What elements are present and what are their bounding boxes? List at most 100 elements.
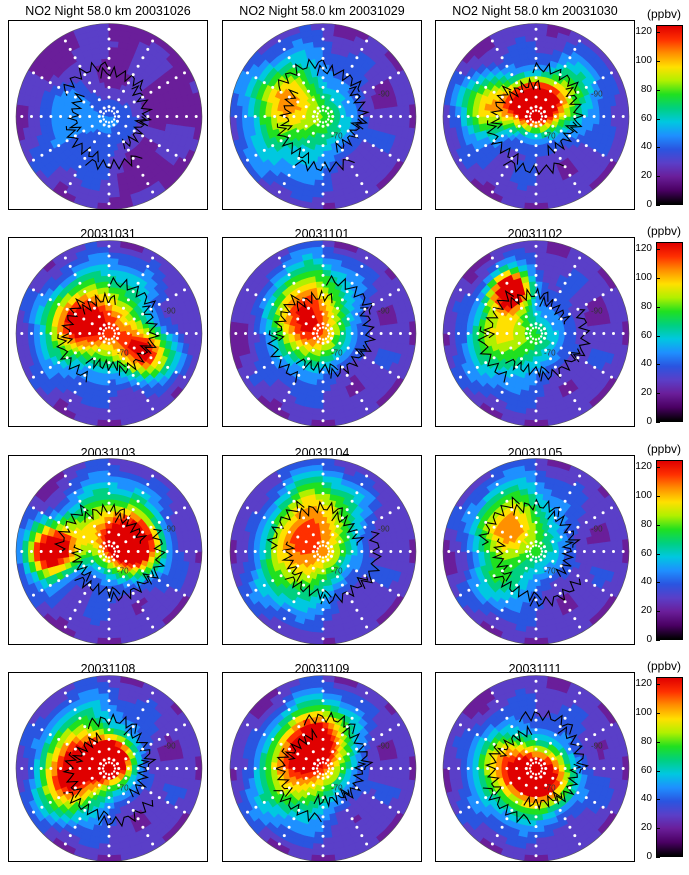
field-cell	[252, 107, 260, 117]
meridian-dot	[279, 356, 283, 360]
field-cell	[397, 116, 405, 128]
meridian-dot	[534, 192, 538, 196]
pole-dot	[107, 322, 111, 325]
polar-map-svg	[15, 23, 203, 209]
field-cell	[96, 23, 110, 31]
meridian-dot	[32, 158, 35, 162]
contour-label: -70	[331, 132, 343, 141]
meridian-dot	[321, 312, 325, 316]
meridian-dot	[365, 407, 369, 411]
meridian-dot	[321, 380, 325, 384]
meridian-markers	[447, 27, 625, 206]
meridian-dot	[271, 144, 275, 148]
field-cell	[183, 322, 191, 334]
field-cell	[33, 323, 41, 334]
meridian-dot	[149, 307, 153, 311]
meridian-dot	[408, 332, 412, 335]
meridian-dot	[194, 332, 198, 335]
pole-dot	[330, 120, 333, 123]
meridian-dot	[107, 47, 111, 51]
field-cell	[99, 179, 110, 187]
meridian-dot	[517, 105, 521, 109]
meridian-dot	[254, 153, 258, 157]
meridian-dot	[78, 64, 82, 68]
meridian-dot	[544, 98, 548, 102]
meridian-dot	[287, 95, 291, 99]
contour-label: -90	[591, 90, 603, 99]
meridian-dot	[107, 302, 111, 306]
meridian-dot	[59, 115, 63, 118]
meridian-dot	[534, 202, 538, 206]
meridian-dot	[40, 153, 44, 157]
field-cell	[16, 333, 23, 346]
meridian-dot	[73, 134, 77, 138]
meridian-dot	[534, 144, 538, 148]
coastline	[316, 63, 362, 93]
meridian-dot	[107, 27, 111, 31]
meridian-dot	[321, 85, 325, 89]
field-cell	[313, 179, 324, 187]
meridian-dot	[553, 115, 557, 118]
pole-dot	[117, 332, 121, 335]
meridian-dot	[486, 115, 490, 118]
meridian-dot	[20, 332, 24, 335]
meridian-dot	[141, 390, 145, 394]
field-cell	[525, 40, 537, 48]
pole-dot	[116, 337, 119, 340]
meridian-dot	[520, 89, 523, 93]
meridian-dot	[126, 365, 130, 369]
field-cell	[16, 321, 23, 334]
meridian-dot	[93, 89, 96, 93]
meridian-dot	[321, 47, 325, 51]
meridian-dot	[175, 115, 179, 118]
map-boundary	[229, 240, 417, 426]
field-cell	[98, 257, 110, 265]
field-cell	[599, 107, 607, 117]
field-cell	[535, 202, 549, 209]
meridian-dot	[534, 47, 538, 51]
field-cell	[443, 104, 450, 117]
pole-dot	[331, 115, 335, 118]
meridian-dot	[124, 341, 128, 345]
contour-label: -90	[378, 90, 390, 99]
meridian-dot	[338, 341, 342, 345]
meridian-dot	[505, 64, 509, 68]
field-cell	[460, 106, 468, 117]
meridian-dot	[48, 365, 52, 369]
meridian-dot	[48, 298, 52, 302]
field-cell	[98, 251, 110, 259]
meridian-dot	[253, 115, 257, 118]
no2-field	[443, 240, 629, 426]
polar-map-panel: -90 -70	[222, 237, 422, 427]
coastline	[118, 341, 153, 376]
coastline	[141, 305, 161, 355]
field-cell	[391, 333, 399, 344]
meridian-dot	[117, 315, 121, 319]
meridian-dot	[90, 322, 94, 326]
meridian-dot	[271, 302, 275, 306]
pole-dot	[326, 323, 330, 326]
field-cell	[38, 116, 46, 126]
meridian-dot	[292, 332, 296, 335]
field-cell	[108, 419, 122, 426]
meridian-dot	[534, 56, 538, 60]
coastline	[81, 291, 116, 315]
field-cell	[465, 107, 473, 117]
field-cell	[276, 116, 284, 123]
meridian-dot	[107, 202, 111, 206]
meridian-dot	[136, 281, 140, 285]
meridian-dot	[515, 115, 519, 118]
meridian-dot	[475, 81, 479, 85]
meridian-dot	[131, 73, 135, 77]
meridian-dot	[93, 306, 96, 310]
coastline	[121, 116, 148, 150]
meridian-dot	[338, 322, 342, 326]
meridian-dot	[578, 190, 582, 194]
meridian-dot	[68, 332, 72, 335]
meridian-dot	[107, 380, 111, 384]
field-cell	[535, 191, 547, 199]
field-cell	[322, 23, 336, 31]
meridian-dot	[389, 115, 393, 118]
meridian-dot	[621, 115, 625, 118]
pole-dot	[99, 327, 102, 330]
